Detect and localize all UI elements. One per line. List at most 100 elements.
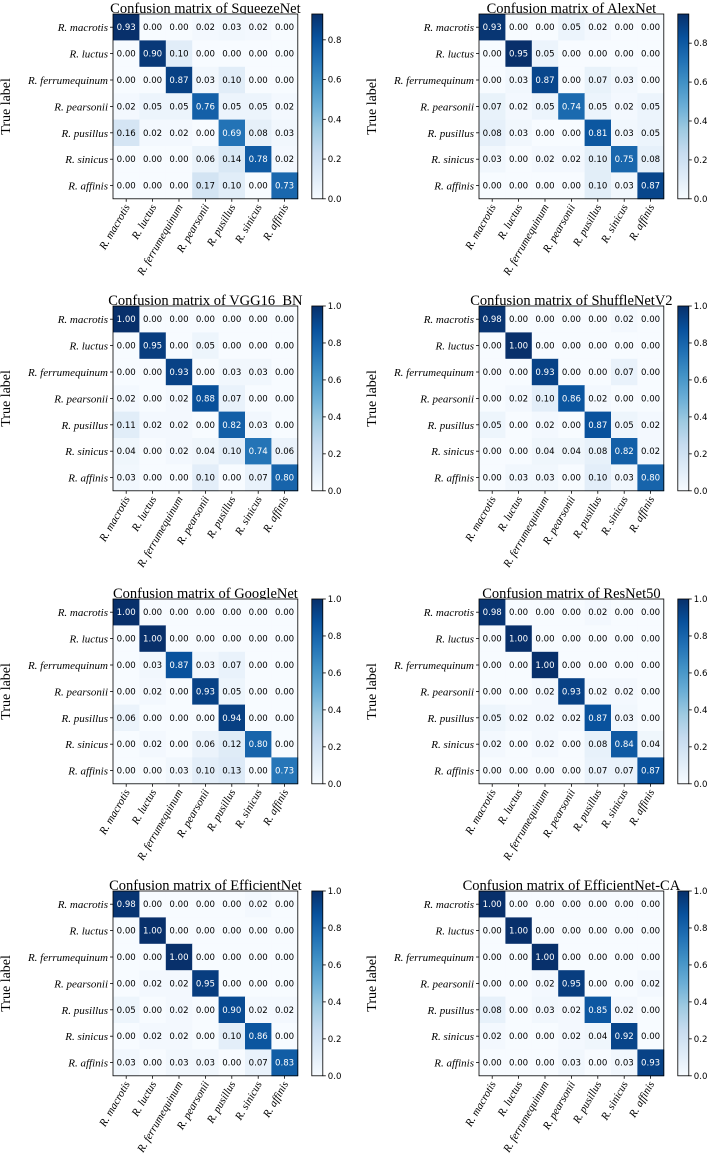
cell-value: 0.00 — [275, 635, 294, 645]
matrix-cell — [271, 172, 299, 200]
chart-title: Confusion matrix of GoogleNet — [113, 586, 298, 602]
matrix-cell — [611, 678, 638, 705]
colorbar-tick-label: 1.0 — [328, 302, 342, 312]
cell-value: 0.00 — [562, 421, 581, 431]
cell-value: 0.00 — [249, 182, 268, 192]
cell-value: 0.02 — [249, 900, 268, 910]
matrix-cell — [505, 438, 533, 465]
cell-value: 0.00 — [249, 76, 268, 86]
matrix-cell — [611, 996, 638, 1024]
matrix-cell — [192, 146, 219, 173]
chart-title: Confusion matrix of VGG16_BN — [108, 293, 303, 309]
matrix-cell — [271, 1023, 299, 1050]
matrix-cell — [611, 731, 638, 758]
matrix-cell — [611, 1049, 638, 1077]
matrix-cell — [218, 411, 246, 439]
cell-value: 0.78 — [249, 155, 268, 165]
matrix-cell — [165, 891, 193, 918]
matrix-cell — [165, 917, 193, 945]
colorbar-tick-label: 0.2 — [328, 743, 342, 753]
matrix-cell — [479, 411, 506, 439]
cell-value: 0.00 — [196, 50, 215, 60]
matrix-cell — [505, 66, 533, 94]
cell-value: 0.00 — [249, 50, 268, 60]
matrix-cell — [192, 385, 219, 412]
matrix-cell — [139, 943, 167, 971]
cell-value: 0.00 — [483, 76, 502, 86]
matrix-cell — [558, 1049, 585, 1077]
matrix-cell — [245, 14, 272, 41]
cell-value: 0.00 — [249, 608, 268, 618]
row-label: R. sinicus — [430, 1031, 474, 1043]
row-label: R. luctus — [69, 634, 109, 646]
cell-value: 0.00 — [641, 714, 660, 724]
matrix-cell — [165, 385, 193, 412]
matrix-cell — [505, 385, 533, 412]
matrix-cell — [505, 678, 533, 705]
cell-value: 0.00 — [641, 50, 660, 60]
matrix-cell — [531, 306, 559, 333]
matrix-cell — [113, 411, 140, 439]
column-label: R. affinis — [626, 202, 657, 243]
cell-value: 0.00 — [117, 687, 136, 697]
matrix-cell — [611, 1023, 638, 1050]
cell-value: 1.00 — [509, 635, 528, 645]
cell-value: 0.00 — [143, 315, 162, 325]
cell-value: 0.05 — [535, 50, 554, 60]
cell-value: 0.00 — [509, 368, 528, 378]
matrix-cell — [611, 93, 638, 120]
matrix-cell — [505, 891, 533, 918]
matrix-cell — [611, 172, 638, 200]
matrix-cell — [245, 891, 272, 918]
cell-value: 0.00 — [509, 1006, 528, 1016]
matrix-cell — [271, 40, 299, 68]
cell-value: 0.05 — [143, 102, 162, 112]
matrix-cell — [531, 651, 559, 679]
matrix-cell — [192, 943, 219, 971]
row-label: R. luctus — [435, 341, 475, 353]
cell-value: 0.00 — [275, 740, 294, 750]
matrix-cell — [584, 172, 612, 200]
matrix-cell — [139, 757, 167, 785]
colorbar-tick-label: 0.2 — [694, 450, 708, 460]
cell-value: 0.00 — [562, 182, 581, 192]
cell-value: 0.90 — [222, 1006, 241, 1016]
matrix-cell — [505, 731, 533, 758]
matrix-cell — [192, 731, 219, 758]
matrix-cell — [558, 731, 585, 758]
matrix-cell — [192, 704, 219, 732]
matrix-cell — [531, 119, 559, 147]
cell-value: 0.00 — [509, 979, 528, 989]
matrix-cell — [192, 1023, 219, 1050]
cell-value: 0.00 — [562, 315, 581, 325]
colorbar — [311, 598, 324, 785]
matrix-cell — [113, 599, 140, 626]
cell-value: 0.00 — [509, 23, 528, 33]
cell-value: 0.00 — [641, 661, 660, 671]
matrix-cell — [637, 917, 665, 945]
cell-value: 0.03 — [615, 1059, 634, 1069]
matrix-cell — [584, 599, 612, 626]
cell-value: 0.73 — [275, 182, 294, 192]
cell-value: 0.07 — [222, 394, 241, 404]
matrix-cell — [531, 891, 559, 918]
matrix-cell — [558, 438, 585, 465]
row-label: R. sinicus — [64, 154, 108, 166]
cell-value: 0.00 — [535, 900, 554, 910]
row-label: R. affinis — [67, 766, 108, 778]
row-label: R. ferrumequinum — [393, 367, 474, 379]
matrix-cell — [165, 438, 193, 465]
matrix-cell — [218, 464, 246, 492]
matrix-cell — [113, 731, 140, 758]
matrix-cell — [139, 172, 167, 200]
colorbar-tick-label: 0.2 — [694, 1035, 708, 1045]
colorbar-tick-label: 0.4 — [694, 706, 708, 716]
colorbar-tick-label: 0.6 — [694, 669, 708, 679]
colorbar-tick-label: 0.4 — [694, 413, 708, 423]
colorbar-tick-label: 0.6 — [328, 961, 342, 971]
cell-value: 0.00 — [483, 687, 502, 697]
cell-value: 0.02 — [275, 102, 294, 112]
matrix-cell — [637, 1049, 665, 1077]
matrix-cell — [584, 119, 612, 147]
cell-value: 0.00 — [275, 1032, 294, 1042]
